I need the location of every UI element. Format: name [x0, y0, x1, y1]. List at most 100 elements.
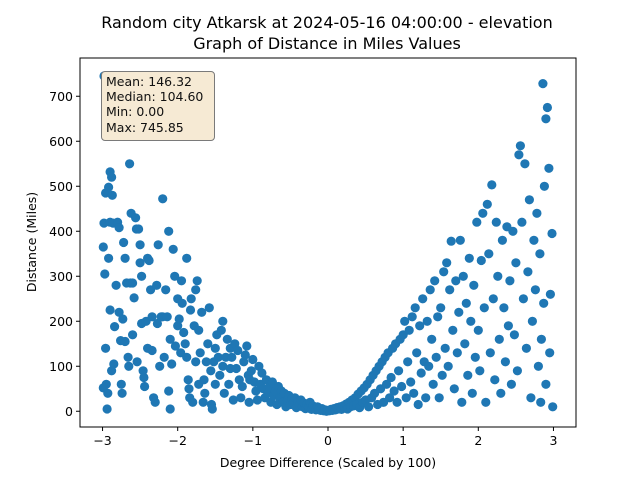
data-point [524, 195, 535, 205]
data-point [539, 298, 549, 308]
stat-min: Min: 0.00 [106, 104, 165, 120]
data-point [104, 253, 114, 263]
data-point [207, 404, 217, 414]
data-point [155, 361, 165, 371]
data-point [548, 402, 558, 412]
data-point [104, 182, 114, 192]
data-point [499, 303, 509, 313]
data-point [364, 402, 374, 412]
data-point [448, 325, 458, 335]
data-point [168, 244, 178, 254]
data-point [224, 379, 234, 389]
data-point [185, 305, 196, 315]
data-point [484, 249, 494, 259]
data-point [394, 366, 404, 376]
data-point [457, 397, 467, 407]
data-point [165, 404, 175, 414]
data-point [194, 325, 204, 335]
data-point [120, 336, 130, 347]
stats-box: Mean: 146.32 Median: 104.60 Min: 0.00 Ma… [101, 71, 215, 141]
x-tick-label: 0 [324, 433, 332, 448]
data-point [191, 285, 201, 295]
data-point [195, 348, 205, 358]
data-point [430, 276, 440, 286]
data-point [490, 375, 500, 385]
data-point [536, 397, 546, 407]
data-point [542, 102, 553, 113]
data-point [544, 163, 554, 173]
data-point [392, 397, 402, 407]
data-point [539, 181, 550, 191]
data-point [180, 339, 190, 349]
data-point [237, 381, 247, 392]
data-point [162, 312, 172, 322]
data-point [98, 242, 108, 252]
data-point [496, 388, 506, 398]
data-point [140, 381, 150, 392]
data-point [454, 307, 464, 317]
data-point [449, 384, 459, 394]
data-point [478, 208, 488, 218]
data-point [424, 361, 434, 371]
data-point [385, 393, 395, 403]
x-tick-label: −3 [93, 433, 111, 448]
data-point [174, 314, 184, 324]
data-point [164, 226, 174, 236]
data-point [428, 379, 438, 389]
data-point [487, 180, 497, 190]
data-point [197, 307, 207, 317]
data-point [509, 330, 519, 340]
data-point [131, 213, 141, 223]
data-point [129, 293, 139, 303]
data-point [514, 150, 524, 160]
data-point [191, 357, 201, 367]
data-point [494, 334, 504, 344]
data-point [470, 352, 480, 362]
data-point [252, 395, 262, 405]
data-point [123, 352, 133, 362]
x-tick-label: 2 [474, 433, 482, 448]
data-point [152, 280, 162, 290]
data-point [124, 361, 134, 371]
data-point [158, 194, 168, 204]
data-point [382, 379, 392, 389]
data-point [236, 393, 246, 403]
data-point [541, 114, 551, 124]
data-point [182, 352, 192, 362]
data-point [503, 321, 513, 331]
data-point [111, 280, 121, 290]
data-point [114, 223, 124, 233]
data-point [536, 334, 547, 344]
data-point [179, 327, 189, 338]
data-point [464, 253, 474, 263]
data-point [165, 334, 175, 344]
data-point [526, 393, 536, 403]
data-point [135, 240, 145, 250]
data-point [422, 316, 432, 326]
data-point [144, 255, 154, 266]
data-point [246, 366, 256, 376]
data-point [216, 325, 226, 335]
data-point [532, 208, 542, 218]
data-point [206, 366, 216, 376]
y-tick-label: 100 [49, 359, 73, 374]
x-tick-label: −2 [168, 433, 186, 448]
data-point [520, 159, 530, 169]
y-axis-label: Distance (Miles) [24, 192, 39, 292]
data-point [467, 388, 477, 398]
data-point [200, 388, 210, 398]
data-point [481, 397, 491, 407]
y-tick-label: 600 [49, 134, 73, 149]
data-point [240, 350, 250, 360]
data-point [386, 372, 396, 383]
x-tick-label: 1 [399, 433, 407, 448]
data-point [120, 253, 130, 263]
data-point [455, 235, 465, 245]
data-point [445, 285, 455, 295]
data-point [538, 79, 548, 89]
data-point [515, 141, 526, 151]
data-point [242, 341, 252, 351]
data-point [107, 190, 117, 200]
data-point [479, 303, 489, 313]
